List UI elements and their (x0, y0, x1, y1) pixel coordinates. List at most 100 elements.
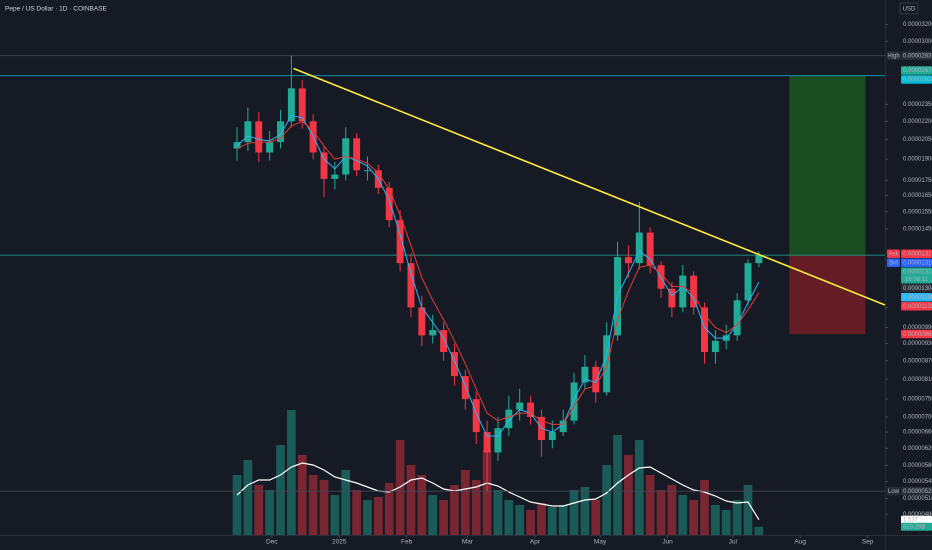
y-tick-label: 0.00000580 (903, 463, 932, 469)
y-tick-label: 0.00000620 (903, 446, 932, 452)
volume-bar (700, 480, 709, 535)
volume-bar (591, 500, 601, 535)
price-tag-label: 0.00001304 (903, 286, 932, 292)
volume-bar (265, 490, 274, 535)
candle-body (461, 376, 469, 400)
price-tag-label: 0.00001310 (903, 269, 932, 275)
candle-body (244, 121, 252, 143)
x-tick-label: Jun (662, 539, 673, 546)
price-tag-name-box (887, 249, 900, 259)
volume-bar (254, 485, 264, 535)
volume-bar (232, 475, 242, 535)
price-tag-label: 0.00001132 (903, 304, 932, 310)
candle-body (603, 335, 611, 393)
price-tag-label: 0.00000965 (903, 332, 932, 338)
price-tag (901, 293, 932, 302)
price-tag-label: 0.00001310 (903, 260, 932, 266)
candle-body (548, 432, 556, 441)
price-tag (901, 267, 932, 284)
candle-body (320, 152, 328, 179)
volume-bar (634, 440, 644, 535)
volume-bar (656, 490, 666, 535)
volume-bar (613, 435, 622, 535)
volume-bar (363, 500, 372, 535)
volume-bar (493, 490, 503, 535)
volume-bar (308, 475, 318, 535)
volume-bar (537, 503, 546, 535)
price-tag (901, 258, 932, 268)
volume-tag (901, 515, 932, 524)
candle-body (527, 402, 535, 417)
y-tick-label: 0.00000700 (903, 414, 932, 420)
y-tick-label: 0.00000750 (903, 397, 932, 403)
price-tag-name-box (887, 258, 900, 268)
volume-bar (602, 465, 612, 535)
y-tick-label: 0.00000810 (903, 377, 932, 383)
volume-bar (319, 480, 329, 535)
y-tick-label: 0.00000480 (903, 512, 932, 518)
volume-tag (901, 522, 932, 531)
volume-bar (743, 485, 753, 535)
volume-bar (547, 507, 557, 535)
candle-body (505, 409, 513, 429)
candle-body (646, 232, 654, 266)
candle-body (472, 399, 480, 433)
volume-bar (482, 450, 492, 535)
volume-bar (243, 460, 253, 535)
candle-body (581, 366, 589, 383)
currency-button[interactable] (899, 2, 919, 15)
y-tick-label: 0.00003000 (903, 39, 932, 45)
volume-bar (417, 475, 427, 535)
price-tag-name: High (887, 53, 899, 59)
volume-bar (439, 500, 448, 535)
candle-body (396, 220, 404, 264)
volume-bar (428, 495, 438, 535)
y-tick-label: 0.00000930 (903, 341, 932, 347)
price-tag-countdown: 16:08:11 (905, 277, 929, 283)
volume-bar (504, 500, 514, 535)
volume-ma-line (236, 462, 760, 521)
volume-bar (569, 490, 579, 535)
candle-body (440, 330, 448, 353)
candle-body (679, 275, 687, 308)
candle-body (287, 88, 295, 122)
volume-bar (689, 500, 698, 535)
volume-bar (460, 470, 470, 535)
volume-bar (384, 483, 394, 535)
candle-body (733, 300, 741, 336)
candle-body (690, 275, 698, 308)
currency[interactable]: USD (903, 7, 916, 13)
x-tick-label: Mar (462, 539, 474, 546)
y-tick-label: 0.00000545 (903, 479, 932, 485)
price-tag (901, 66, 932, 75)
volume-bar (287, 410, 296, 535)
volume-bar (374, 497, 383, 535)
candle-body (668, 288, 676, 308)
price-tag-name: Bid (889, 260, 898, 266)
volume-bar (667, 485, 677, 535)
price-tag-name: Low (888, 489, 900, 495)
plot: 0.00003200 0.00003000 0.00002350 0.00002200… (0, 22, 932, 546)
x-tick-label: 2025 (332, 539, 347, 546)
candle-body (407, 263, 415, 308)
candle-body (385, 187, 393, 221)
price-tag (901, 329, 932, 339)
volume-bar (276, 445, 285, 535)
y-tick-label: 0.00003200 (903, 22, 932, 28)
candle-body (255, 121, 263, 153)
candle-body (277, 121, 284, 143)
indicator-line (236, 120, 760, 425)
volume-bar (515, 505, 525, 535)
y-tick-label: 0.00002350 (903, 102, 932, 108)
candle-body (635, 232, 643, 264)
price-tag (901, 75, 932, 84)
volume-tag-label: 823.29B (903, 524, 925, 530)
price-tag-label: 0.00001317 (903, 251, 932, 257)
volume-bar (297, 455, 307, 535)
volume-bar (341, 470, 351, 535)
price-tag (901, 302, 932, 311)
y-tick-label: 0.00000870 (903, 358, 932, 364)
price-tag-label: 0.00002679 (903, 68, 932, 74)
